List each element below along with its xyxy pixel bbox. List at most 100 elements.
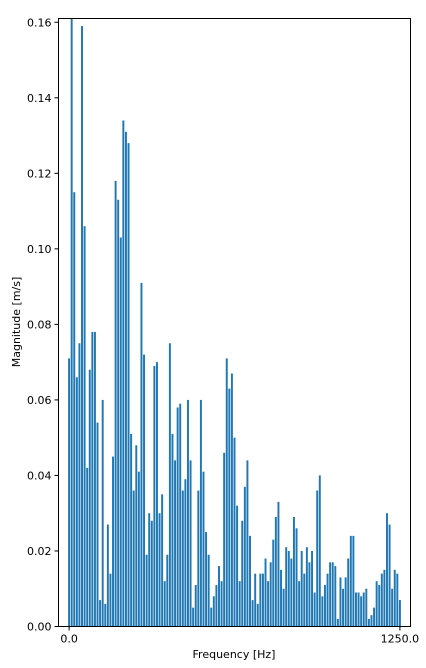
bar — [228, 388, 231, 627]
bar — [99, 600, 102, 627]
bar — [143, 354, 146, 627]
bar-series — [68, 18, 401, 627]
bar — [259, 573, 262, 627]
bar — [176, 407, 179, 627]
bar — [249, 535, 251, 627]
bar — [280, 569, 282, 627]
bar — [261, 573, 264, 627]
bar — [166, 554, 169, 627]
bar — [398, 600, 401, 627]
bar — [212, 596, 215, 627]
bar — [91, 331, 94, 627]
bar — [391, 588, 394, 627]
bar — [313, 592, 316, 627]
bar — [88, 369, 91, 627]
bar — [326, 573, 329, 627]
bar — [218, 566, 220, 627]
bar — [251, 600, 254, 627]
bar — [316, 490, 319, 627]
bar — [163, 581, 166, 627]
y-tick-label: 0.04 — [27, 469, 52, 482]
bar — [140, 282, 143, 627]
y-axis-ticks: 0.00 0.02 0.04 0.06 0.08 0.10 0.12 0.14 0.16 — [27, 16, 59, 634]
bar — [197, 490, 200, 627]
bar — [93, 331, 96, 627]
bar — [68, 358, 71, 627]
bar — [101, 399, 104, 627]
bar — [277, 501, 280, 627]
bar — [117, 199, 120, 627]
plot-frame — [58, 18, 411, 627]
bar — [323, 584, 326, 627]
bar — [238, 581, 241, 627]
bar — [155, 362, 158, 627]
bar — [233, 437, 236, 627]
y-tick-label: 0.10 — [27, 243, 52, 256]
x-axis-ticks: 0.0 1250.0 — [60, 626, 420, 646]
bar — [124, 131, 127, 627]
bar — [220, 581, 223, 627]
bar — [215, 584, 218, 627]
bar — [230, 373, 233, 627]
bar — [295, 528, 298, 627]
bar — [305, 547, 308, 627]
bar — [81, 26, 83, 627]
bar — [161, 494, 164, 627]
bar — [256, 603, 259, 627]
bar — [274, 516, 277, 627]
x-axis-label: Frequency [Hz] — [193, 648, 276, 661]
bar — [135, 445, 138, 627]
bar — [192, 607, 195, 627]
bar — [290, 558, 293, 627]
bar — [109, 573, 112, 627]
bar — [73, 192, 76, 627]
y-tick-label: 0.12 — [27, 167, 52, 180]
bar — [370, 615, 373, 627]
y-tick-label: 0.06 — [27, 394, 52, 407]
bar — [199, 399, 202, 627]
x-tick-label: 1250.0 — [381, 633, 420, 646]
y-axis-label: Magnitude [m/s] — [10, 277, 23, 368]
bar — [254, 573, 257, 627]
bar — [393, 569, 396, 627]
bar — [367, 618, 370, 627]
y-tick-label: 0.00 — [27, 621, 52, 634]
bar — [269, 562, 272, 627]
bar — [365, 588, 368, 627]
bar — [331, 562, 334, 627]
bar — [360, 596, 363, 627]
bar — [344, 577, 347, 627]
bar — [349, 535, 352, 627]
bar — [189, 460, 192, 627]
bar — [383, 569, 386, 627]
bar — [112, 456, 114, 627]
bar — [336, 618, 339, 627]
bar — [298, 581, 301, 627]
bar — [132, 490, 135, 627]
bar — [187, 399, 189, 627]
bar — [70, 18, 73, 627]
bar — [334, 566, 337, 627]
bar — [153, 365, 156, 627]
y-tick-label: 0.08 — [27, 318, 52, 331]
bar — [311, 550, 314, 627]
bar — [96, 422, 99, 627]
bar — [174, 460, 177, 627]
bar — [375, 581, 378, 627]
bar — [119, 237, 122, 627]
bar — [321, 596, 324, 627]
bar — [357, 592, 360, 627]
bar — [145, 554, 148, 627]
bar — [388, 524, 391, 627]
bar — [104, 603, 107, 627]
bar — [181, 490, 184, 627]
bar — [122, 120, 125, 627]
bar — [114, 180, 117, 627]
bar — [83, 226, 86, 627]
bar — [207, 554, 210, 627]
bar — [78, 343, 81, 627]
bar — [362, 592, 365, 627]
bar — [342, 588, 345, 627]
